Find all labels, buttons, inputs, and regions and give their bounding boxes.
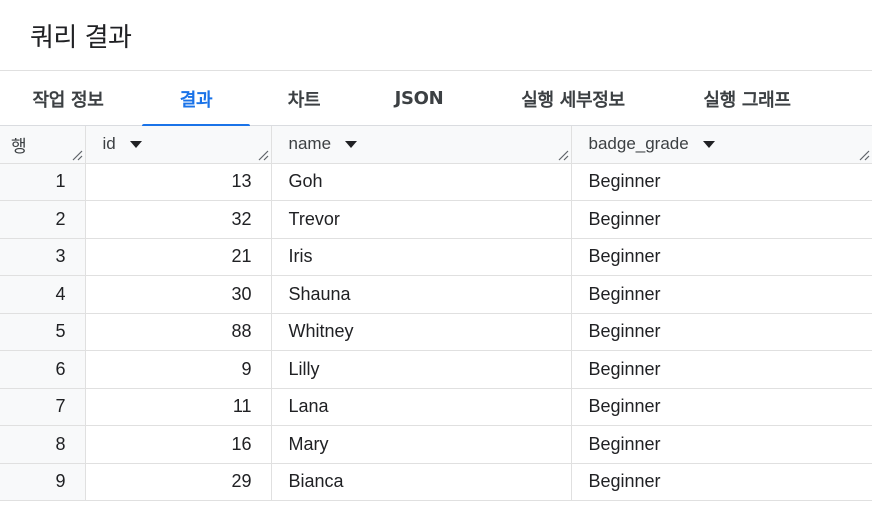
row-number-cell: 1 <box>0 163 86 201</box>
sort-dropdown-icon[interactable] <box>702 140 715 148</box>
row-number-cell: 4 <box>0 275 86 314</box>
table-header-row: 행 id name <box>0 126 872 164</box>
table-row: 9 29 Bianca Beginner <box>0 463 872 501</box>
resize-handle-icon[interactable] <box>71 149 83 161</box>
id-cell[interactable]: 16 <box>85 425 272 464</box>
results-table: 행 id name <box>0 126 872 501</box>
row-number-cell: 6 <box>0 350 86 389</box>
badge-grade-cell[interactable]: Beginner <box>571 163 872 201</box>
column-header-label: 행 <box>11 137 27 156</box>
name-cell[interactable]: Whitney <box>271 313 572 351</box>
badge-grade-cell[interactable]: Beginner <box>571 238 872 276</box>
id-cell[interactable]: 21 <box>85 238 272 276</box>
table-row: 2 32 Trevor Beginner <box>0 200 872 239</box>
tab-chart[interactable]: 차트 <box>287 89 321 111</box>
table-row: 7 11 Lana Beginner <box>0 388 872 426</box>
badge-grade-cell[interactable]: Beginner <box>571 350 872 389</box>
row-number-cell: 7 <box>0 388 86 426</box>
name-cell[interactable]: Mary <box>271 425 572 464</box>
tab-execution-details[interactable]: 실행 세부정보 <box>521 89 625 111</box>
name-cell[interactable]: Shauna <box>271 275 572 314</box>
badge-grade-cell[interactable]: Beginner <box>571 463 872 501</box>
tab-job-info[interactable]: 작업 정보 <box>32 89 104 111</box>
id-cell[interactable]: 32 <box>85 200 272 239</box>
badge-grade-cell[interactable]: Beginner <box>571 275 872 314</box>
name-cell[interactable]: Lana <box>271 388 572 426</box>
id-cell[interactable]: 29 <box>85 463 272 501</box>
row-number-cell: 9 <box>0 463 86 501</box>
table-row: 3 21 Iris Beginner <box>0 238 872 276</box>
badge-grade-cell[interactable]: Beginner <box>571 388 872 426</box>
table-row: 4 30 Shauna Beginner <box>0 275 872 314</box>
column-header-row-number: 행 <box>0 126 86 164</box>
name-cell[interactable]: Trevor <box>271 200 572 239</box>
name-cell[interactable]: Goh <box>271 163 572 201</box>
resize-handle-icon[interactable] <box>557 149 569 161</box>
resize-handle-icon[interactable] <box>858 149 870 161</box>
result-tabs: 작업 정보 결과 차트 JSON 실행 세부정보 실행 그래프 <box>0 71 872 127</box>
title-bar: 쿼리 결과 <box>0 0 872 71</box>
row-number-cell: 3 <box>0 238 86 276</box>
tab-results[interactable]: 결과 <box>142 71 250 127</box>
sort-dropdown-icon[interactable] <box>345 140 358 148</box>
name-cell[interactable]: Lilly <box>271 350 572 389</box>
page-title: 쿼리 결과 <box>30 22 132 53</box>
id-cell[interactable]: 11 <box>85 388 272 426</box>
sort-dropdown-icon[interactable] <box>129 140 142 148</box>
id-cell[interactable]: 30 <box>85 275 272 314</box>
tab-execution-graph[interactable]: 실행 그래프 <box>703 89 791 111</box>
resize-handle-icon[interactable] <box>257 149 269 161</box>
row-number-cell: 2 <box>0 200 86 239</box>
column-header-label: badge_grade <box>588 134 689 154</box>
id-cell[interactable]: 9 <box>85 350 272 389</box>
name-cell[interactable]: Iris <box>271 238 572 276</box>
column-header-label: id <box>102 134 116 154</box>
table-row: 5 88 Whitney Beginner <box>0 313 872 351</box>
badge-grade-cell[interactable]: Beginner <box>571 313 872 351</box>
id-cell[interactable]: 13 <box>85 163 272 201</box>
row-number-cell: 8 <box>0 425 86 464</box>
column-header-name: name <box>271 126 572 164</box>
column-header-badge-grade: badge_grade <box>571 126 872 164</box>
column-header-label: name <box>288 134 332 154</box>
id-cell[interactable]: 88 <box>85 313 272 351</box>
table-row: 6 9 Lilly Beginner <box>0 350 872 389</box>
table-row: 1 13 Goh Beginner <box>0 163 872 201</box>
badge-grade-cell[interactable]: Beginner <box>571 200 872 239</box>
table-row: 8 16 Mary Beginner <box>0 425 872 464</box>
column-header-id: id <box>85 126 272 164</box>
badge-grade-cell[interactable]: Beginner <box>571 425 872 464</box>
tab-json[interactable]: JSON <box>394 88 444 109</box>
name-cell[interactable]: Bianca <box>271 463 572 501</box>
row-number-cell: 5 <box>0 313 86 351</box>
